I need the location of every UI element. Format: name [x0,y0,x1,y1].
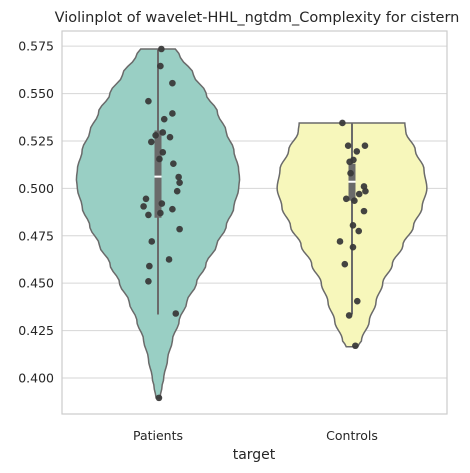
data-point [355,190,363,198]
violin-controls [276,119,428,350]
data-point [341,260,349,268]
data-point [155,394,163,402]
x-tick-label: Controls [326,428,378,443]
data-point [147,138,155,146]
data-point [170,160,177,168]
y-tick-label: 0.575 [18,39,54,54]
data-point [166,133,174,141]
data-point [355,227,363,235]
data-point [169,205,176,213]
data-point [349,243,357,251]
y-tick-label: 0.425 [18,323,54,338]
y-tick-label: 0.550 [18,86,54,101]
data-point [142,195,150,203]
data-point [169,79,176,87]
data-point [345,312,353,319]
data-point [148,238,156,245]
data-point [173,187,181,195]
data-point [145,277,152,285]
data-point [339,119,346,127]
data-point [152,131,159,139]
data-point [157,209,164,217]
violins [75,45,428,402]
plot-frame [61,30,448,415]
data-point [156,155,163,163]
violin-patients [75,45,241,402]
data-point [361,142,369,150]
data-point [362,187,369,195]
data-point [342,195,350,203]
data-point [175,173,182,181]
y-tick-labels: 0.400 0.425 0.450 0.475 0.500 0.525 0.550 0.575 [18,39,54,386]
y-tick-label: 0.475 [18,228,54,243]
data-point [176,179,183,186]
data-point [165,256,173,263]
data-point [145,97,152,105]
data-point [352,342,359,350]
data-point [146,262,153,270]
data-point [145,211,152,219]
chart-title: Violinplot of wavelet-HHL_ngtdm_Complexi… [55,10,460,26]
data-point [344,142,352,150]
y-tick-label: 0.400 [18,370,54,385]
data-point [160,115,168,123]
data-point [172,310,180,317]
data-point [360,207,368,215]
y-tick-label: 0.525 [18,133,54,148]
x-tick-label: Patients [133,428,183,443]
data-point [159,149,167,156]
x-axis-label: target [233,447,276,463]
data-point [158,200,166,207]
data-point [140,203,147,210]
data-point [336,238,344,245]
y-tick-label: 0.500 [18,181,54,196]
data-point [176,225,183,233]
iqr-box [154,130,162,218]
data-point [157,62,164,70]
data-point [349,222,357,229]
data-point [353,297,361,305]
data-point [346,158,353,166]
data-point [351,197,358,204]
data-point [159,129,167,136]
x-tick-labels: Patients Controls [133,428,378,443]
data-point [158,45,165,53]
data-point [347,169,354,177]
y-tick-label: 0.450 [18,276,54,291]
data-point [169,110,176,117]
data-point [353,148,361,155]
